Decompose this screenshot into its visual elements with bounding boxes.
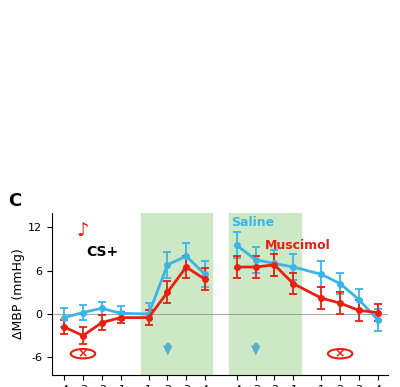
Text: ▼: ▼ [251, 344, 260, 356]
Text: ●: ● [164, 342, 170, 348]
Text: CS+: CS+ [87, 245, 119, 259]
Bar [229, 213, 301, 375]
Bar [141, 213, 212, 375]
Text: Muscimol: Muscimol [265, 239, 331, 252]
Text: ×: × [335, 347, 345, 360]
Text: ●: ● [253, 342, 259, 348]
Y-axis label: ΔMBP (mmHg): ΔMBP (mmHg) [12, 249, 25, 339]
Text: C: C [8, 192, 22, 210]
Text: Saline: Saline [231, 216, 274, 229]
Text: ♪: ♪ [77, 221, 89, 240]
Text: ×: × [78, 347, 88, 360]
Text: ▼: ▼ [163, 344, 172, 356]
